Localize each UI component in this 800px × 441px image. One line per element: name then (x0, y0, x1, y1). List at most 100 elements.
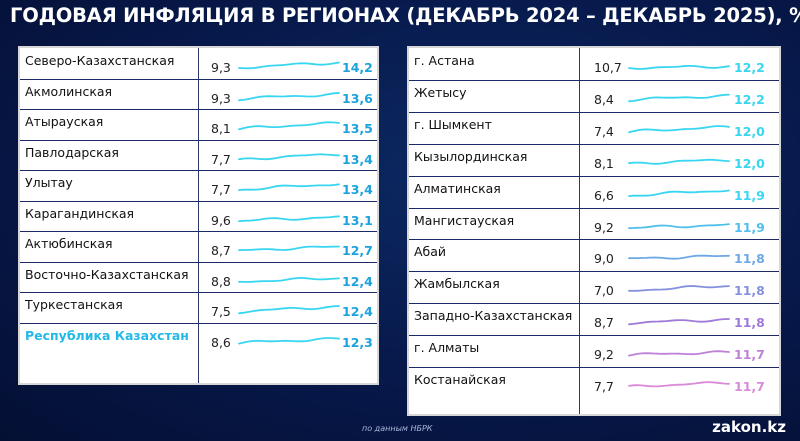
value-dec-2025: 12,0 (734, 155, 765, 171)
row-divider (20, 231, 377, 232)
trend-line (628, 255, 730, 260)
row-divider (409, 271, 779, 273)
value-dec-2025: 12,4 (342, 304, 373, 319)
trend-sparkline (238, 245, 340, 252)
region-label: Акмолинская (25, 83, 113, 99)
row-divider (409, 303, 779, 305)
chart-title: ГОДОВАЯ ИНФЛЯЦИЯ В РЕГИОНАХ (ДЕКАБРЬ 202… (10, 4, 800, 27)
value-dec-2024: 8,8 (211, 273, 231, 289)
trend-sparkline (628, 93, 730, 103)
region-label: Кызылординская (414, 148, 528, 164)
value-dec-2024: 9,2 (594, 219, 614, 235)
source-note: по данным НБРК (362, 424, 433, 433)
value-dec-2024: 9,2 (594, 347, 614, 363)
table-row: Мангистауская 9,2 11,9 (409, 208, 779, 240)
table-row: Республика Казахстан 8,6 12,3 (20, 323, 377, 354)
value-dec-2024: 9,3 (211, 60, 231, 75)
value-dec-2025: 13,4 (342, 151, 373, 167)
value-dec-2024: 8,4 (594, 91, 614, 107)
value-dec-2025: 11,7 (734, 379, 765, 394)
region-label: Алматинская (414, 180, 501, 196)
row-divider (409, 367, 779, 368)
trend-line (628, 381, 730, 388)
table-row: Кызылординская 8,1 12,0 (409, 144, 779, 176)
left-table: Северо-Казахстанская 9,3 14,2 Акмолинская 9,… (18, 46, 379, 385)
region-label: Атырауская (25, 114, 104, 129)
trend-line (238, 276, 340, 283)
region-label: Республика Казахстан (25, 327, 189, 343)
value-dec-2024: 7,7 (211, 151, 231, 167)
table-row: Павлодарская 7,7 13,4 (20, 140, 377, 171)
value-dec-2024: 7,7 (211, 182, 231, 197)
value-dec-2025: 12,4 (342, 273, 373, 289)
value-dec-2025: 11,8 (734, 315, 765, 331)
row-divider (409, 111, 779, 113)
row-divider (20, 170, 377, 171)
region-label: Туркестанская (25, 297, 123, 312)
value-dec-2024: 8,6 (211, 334, 231, 350)
value-dec-2025: 11,7 (734, 347, 765, 363)
region-label: Западно-Казахстанская (414, 308, 573, 324)
right-table: г. Астана 10,7 12,2 Жетысу 8,4 12,2 г. Шымкент… (407, 46, 781, 416)
trend-line (238, 61, 340, 70)
value-dec-2024: 9,3 (211, 90, 231, 106)
value-dec-2025: 12,2 (734, 60, 765, 75)
value-dec-2024: 6,6 (594, 187, 614, 203)
trend-sparkline (628, 350, 730, 357)
trend-line (628, 124, 730, 133)
value-dec-2024: 8,7 (211, 243, 231, 258)
row-divider (20, 109, 377, 110)
region-label: Улытау (25, 175, 73, 190)
value-dec-2025: 13,1 (342, 212, 373, 228)
value-dec-2025: 11,8 (734, 251, 765, 267)
trend-sparkline (238, 61, 340, 70)
table-row: Северо-Казахстанская 9,3 14,2 (20, 48, 377, 79)
value-dec-2024: 7,5 (211, 304, 231, 319)
trend-line (628, 350, 730, 357)
value-dec-2025: 13,5 (342, 121, 373, 136)
value-dec-2025: 11,8 (734, 283, 765, 299)
trend-line (628, 189, 730, 197)
row-divider (20, 78, 377, 80)
table-row: Улытау 7,7 13,4 (20, 170, 377, 201)
value-dec-2024: 7,4 (594, 123, 614, 139)
value-dec-2025: 14,2 (342, 60, 373, 75)
table-row: г. Астана 10,7 12,2 (409, 48, 779, 80)
region-label: Абай (414, 244, 447, 260)
trend-line (628, 285, 730, 292)
row-divider (409, 79, 779, 81)
trend-sparkline (238, 152, 340, 160)
trend-line (628, 158, 730, 165)
value-dec-2024: 7,7 (594, 379, 614, 394)
row-divider (20, 139, 377, 141)
value-dec-2024: 10,7 (594, 60, 622, 75)
trend-sparkline (628, 318, 730, 326)
table-row: Костанайская 7,7 11,7 (409, 367, 779, 399)
row-divider (20, 292, 377, 293)
region-label: Северо-Казахстанская (25, 53, 175, 68)
region-label: Костанайская (414, 372, 506, 387)
table-row: Туркестанская 7,5 12,4 (20, 292, 377, 323)
row-divider (409, 207, 779, 209)
trend-line (238, 214, 340, 222)
trend-line (238, 91, 340, 101)
trend-line (238, 245, 340, 252)
logo: zakon.kz (712, 418, 786, 436)
region-label: г. Шымкент (414, 116, 492, 132)
trend-line (628, 318, 730, 326)
table-row: Абай 9,0 11,8 (409, 239, 779, 271)
trend-sparkline (628, 381, 730, 388)
row-divider (409, 239, 779, 241)
trend-line (238, 121, 340, 131)
table-row: Акмолинская 9,3 13,6 (20, 79, 377, 110)
trend-line (238, 305, 340, 315)
trend-line (628, 222, 730, 229)
table-row: Западно-Казахстанская 8,7 11,8 (409, 303, 779, 335)
trend-line (628, 93, 730, 103)
table-row: г. Шымкент 7,4 12,0 (409, 112, 779, 144)
region-label: Актюбинская (25, 236, 113, 251)
trend-sparkline (238, 276, 340, 283)
table-row: Восточно-Казахстанская 8,8 12,4 (20, 262, 377, 293)
region-label: Павлодарская (25, 144, 119, 160)
trend-sparkline (628, 255, 730, 260)
